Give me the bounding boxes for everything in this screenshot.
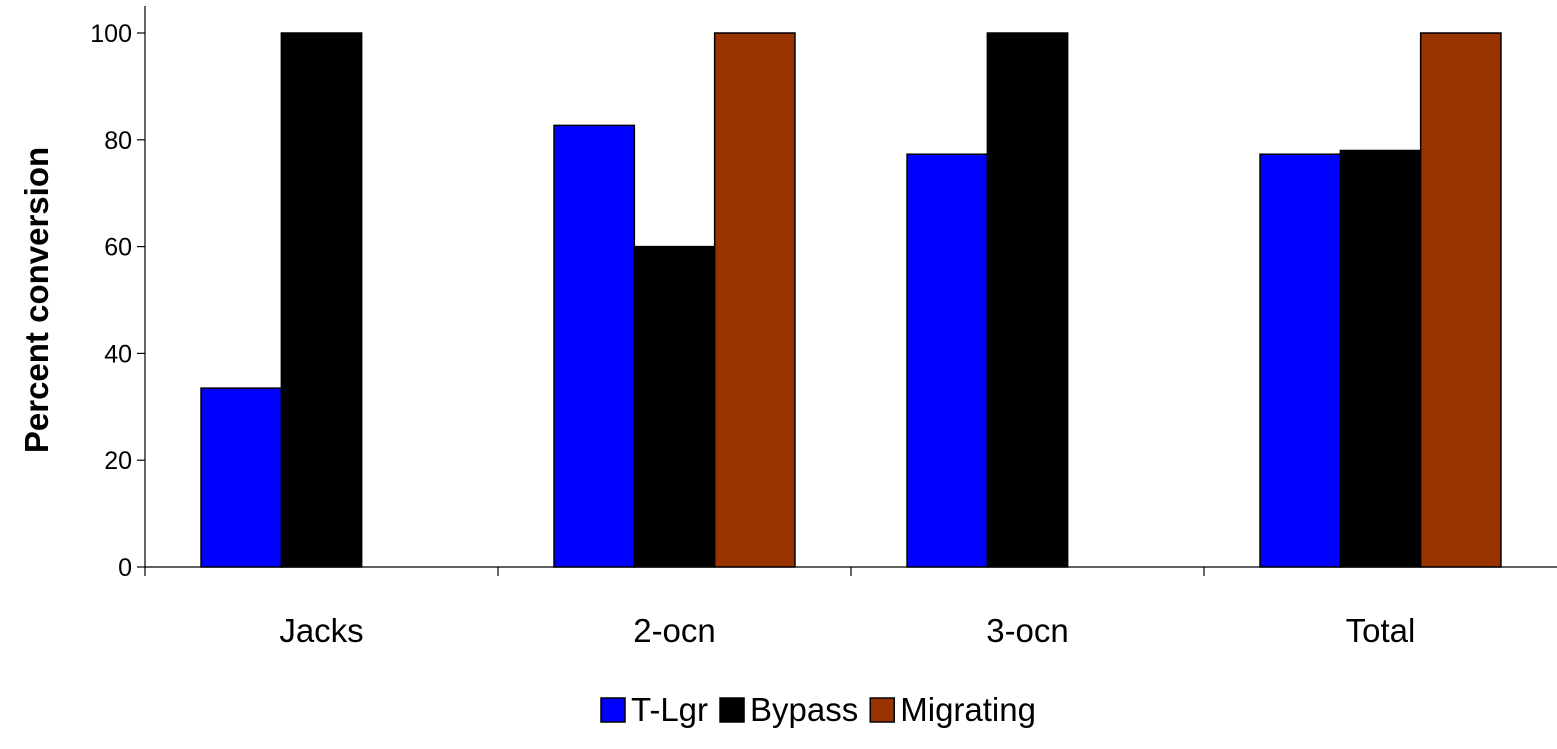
y-tick-label: 80 [104,127,132,155]
y-tick-label: 100 [90,20,132,48]
x-axis: Jacks 2-ocn 3-ocn Total [144,566,1557,649]
legend-swatch-migrating [869,697,896,723]
y-tick-label: 20 [104,447,132,475]
bar-bypass-2-ocn [633,245,716,568]
bar-t-lgr-3-ocn [906,153,989,568]
bar-bypass-jacks [280,32,363,568]
bars [200,32,1502,568]
bar-migrating-2-ocn [713,32,796,568]
bar-bypass-total [1339,149,1422,568]
x-tick-label: 2-ocn [633,612,716,649]
x-tick-label: Total [1346,612,1416,649]
y-tick-label: 0 [118,554,132,582]
legend-label-migrating: Migrating [900,691,1036,728]
legend-swatch-t-lgr [600,697,626,723]
legend-label-t-lgr: T-Lgr [631,691,708,728]
y-tick-label: 40 [104,340,132,368]
y-tick-label: 60 [104,234,132,262]
bar-t-lgr-2-ocn [553,124,636,568]
y-axis-title: Percent conversion [18,147,55,453]
bar-bypass-3-ocn [986,32,1069,568]
bar-migrating-total [1419,32,1502,568]
x-tick-label: Jacks [279,612,363,649]
legend: T-Lgr Bypass Migrating [600,691,1036,728]
bar-t-lgr-total [1259,153,1342,568]
x-tick-label: 3-ocn [986,612,1069,649]
y-axis: 0 20 40 60 80 100 [90,6,146,582]
legend-swatch-bypass [719,697,745,723]
bar-t-lgr-jacks [200,387,283,568]
legend-label-bypass: Bypass [750,691,858,728]
